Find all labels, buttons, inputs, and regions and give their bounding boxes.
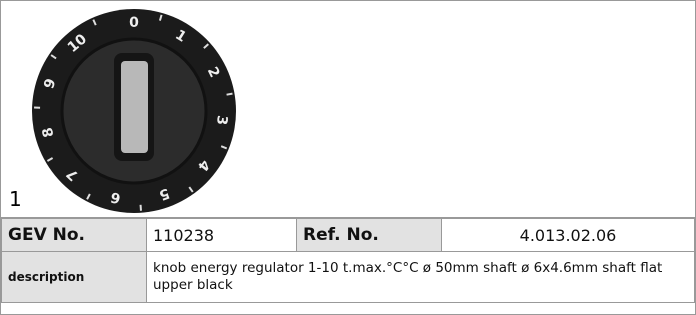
table-label: description xyxy=(2,252,147,303)
image-caption: 1 xyxy=(9,187,22,211)
dial-label: 0 xyxy=(129,15,139,31)
table-value: 4.013.02.06 xyxy=(442,219,695,252)
table-row: description knob energy regulator 1-10 t… xyxy=(2,252,695,303)
product-card: 012345678910 1 GEV No. 110238 Ref. No. 4… xyxy=(0,0,696,315)
knob-grip xyxy=(121,61,148,153)
table-label: GEV No. xyxy=(2,219,147,252)
table-label: Ref. No. xyxy=(297,219,442,252)
dial-tick xyxy=(227,94,233,95)
dial-label: 3 xyxy=(213,115,230,126)
table-value: knob energy regulator 1-10 t.max.°C°C ø … xyxy=(147,252,695,303)
product-table: GEV No. 110238 Ref. No. 4.013.02.06 desc… xyxy=(1,218,695,303)
table-row: GEV No. 110238 Ref. No. 4.013.02.06 xyxy=(2,219,695,252)
table-value: 110238 xyxy=(147,219,297,252)
